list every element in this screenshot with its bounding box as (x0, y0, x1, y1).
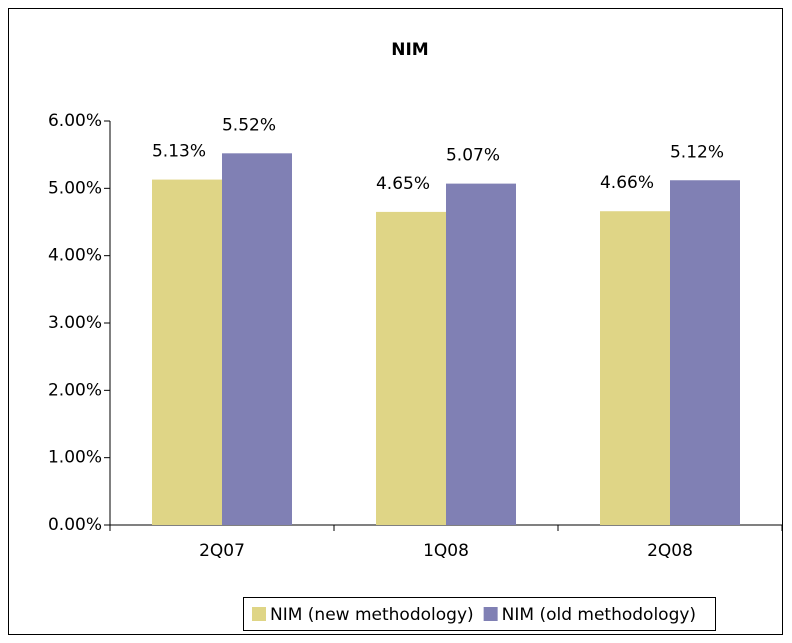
value-label: 5.13% (152, 142, 206, 162)
x-tick-label: 2Q08 (647, 541, 693, 561)
legend-swatch (483, 607, 498, 621)
bar (222, 153, 292, 525)
y-tick-label: 5.00% (48, 178, 102, 198)
legend-label: NIM (new methodology) (270, 605, 474, 625)
bar (152, 179, 222, 525)
bar (670, 180, 740, 525)
y-tick-label: 6.00% (48, 111, 102, 131)
value-label: 4.65% (376, 174, 430, 194)
value-label: 4.66% (600, 173, 654, 193)
y-tick-label: 2.00% (48, 380, 102, 400)
y-tick-label: 0.00% (48, 515, 102, 535)
bar (600, 211, 670, 525)
y-tick-label: 4.00% (48, 246, 102, 266)
legend-box (243, 597, 716, 631)
legend-swatch (252, 607, 266, 621)
value-label: 5.52% (222, 115, 276, 135)
chart-title: NIM (391, 40, 428, 60)
value-label: 5.12% (670, 142, 724, 162)
y-tick-label: 1.00% (48, 448, 102, 468)
y-tick-label: 3.00% (48, 313, 102, 333)
value-label: 5.07% (446, 146, 500, 166)
x-tick-label: 1Q08 (423, 541, 469, 561)
legend-label: NIM (old methodology) (502, 605, 696, 625)
bar (376, 211, 446, 525)
x-tick-label: 2Q07 (199, 541, 245, 561)
bar (446, 183, 516, 525)
